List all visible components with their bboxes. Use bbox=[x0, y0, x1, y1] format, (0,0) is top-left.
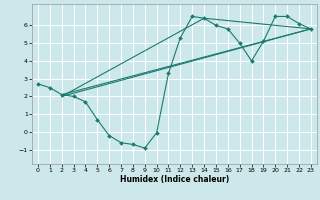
X-axis label: Humidex (Indice chaleur): Humidex (Indice chaleur) bbox=[120, 175, 229, 184]
